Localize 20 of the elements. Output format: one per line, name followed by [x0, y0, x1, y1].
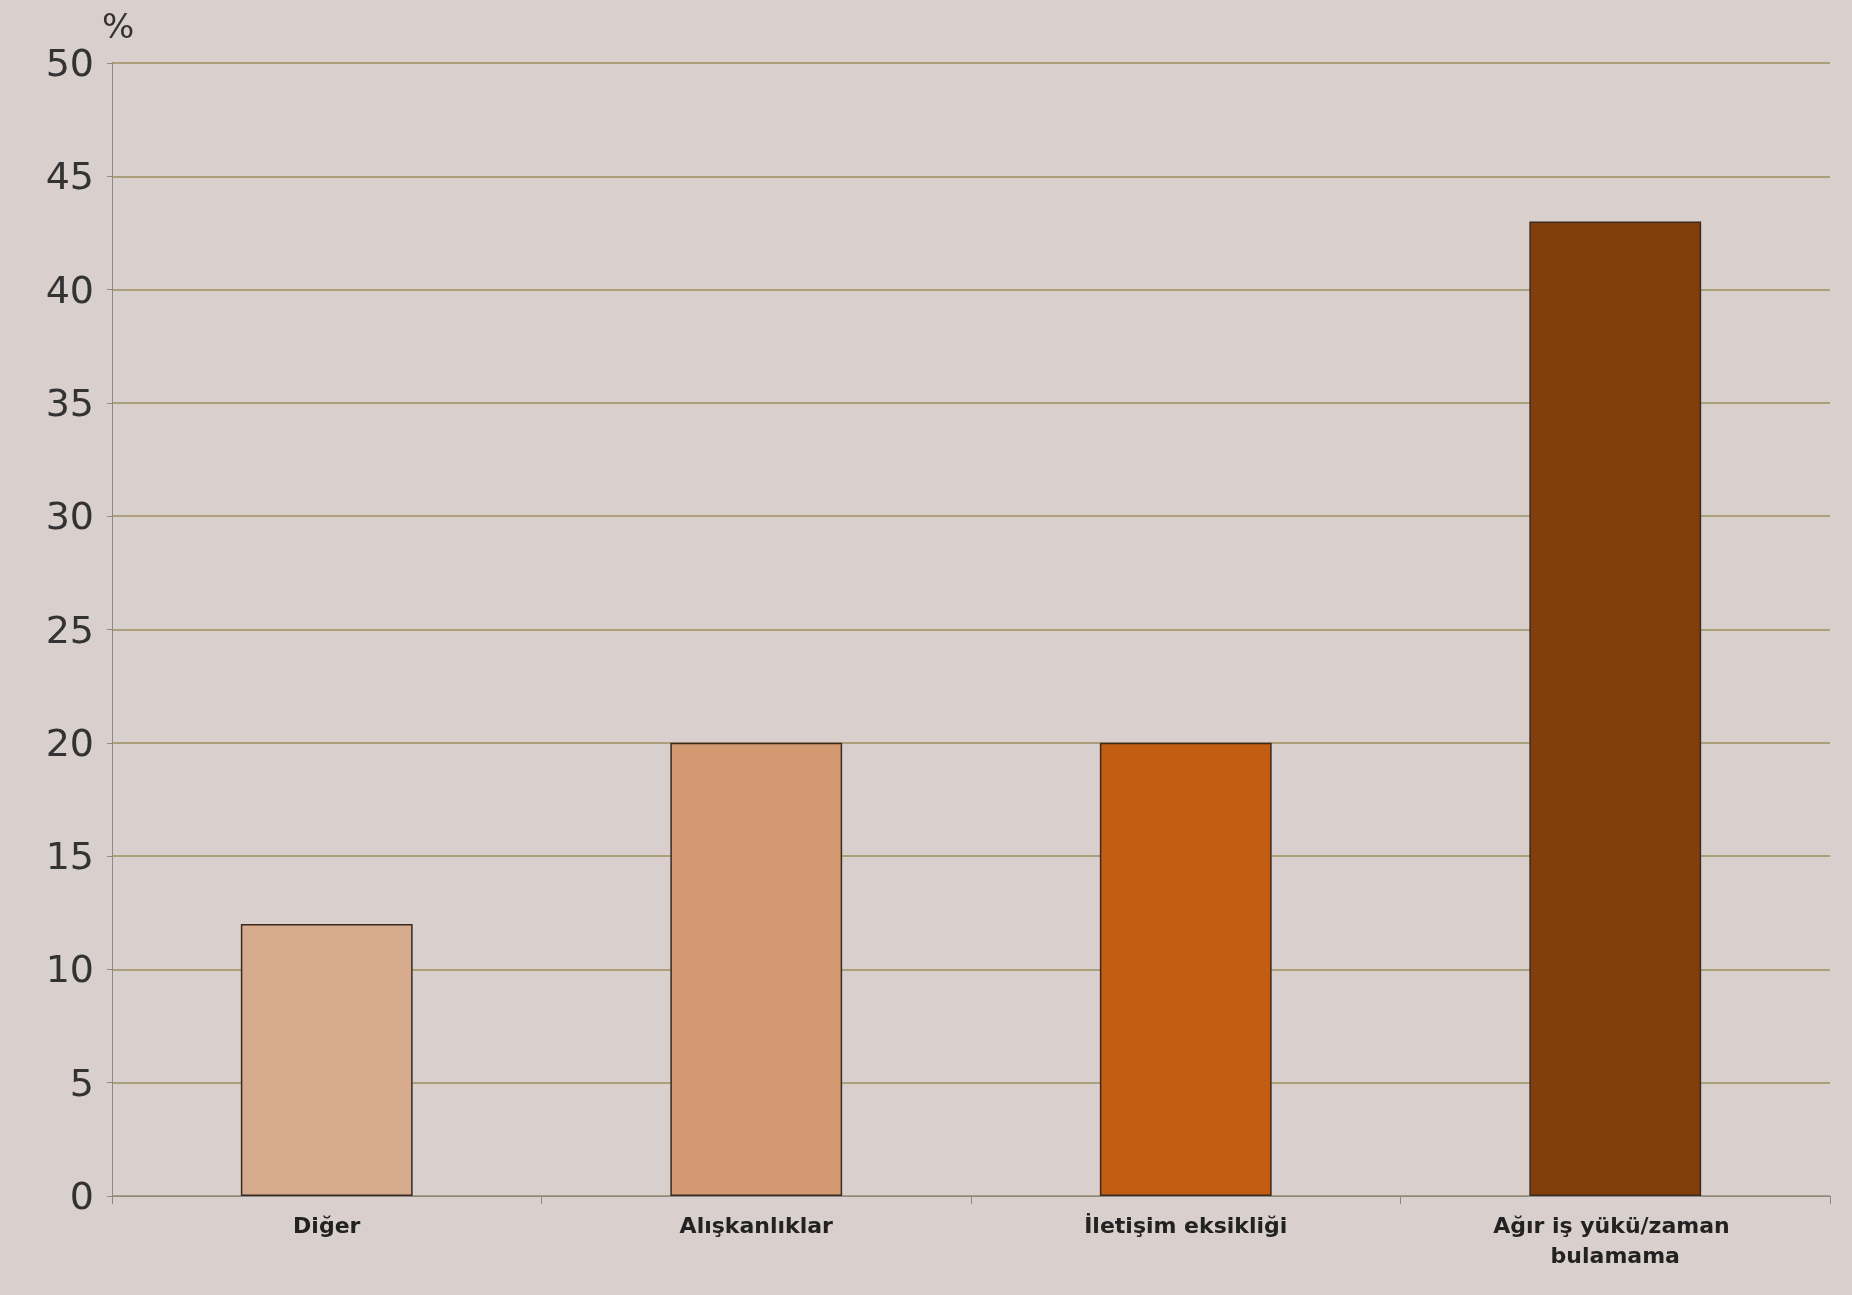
y-tick-label: 25: [45, 607, 94, 652]
y-axis-title: %: [102, 6, 135, 46]
x-tick-label: Ağır iş yükü/zaman bulamama: [1493, 1212, 1738, 1268]
y-tick-label: 35: [45, 380, 94, 425]
y-tick-label: 5: [69, 1060, 94, 1105]
y-tick-label: 15: [45, 834, 94, 879]
x-tick-label: Diğer: [293, 1212, 361, 1238]
bar: [1099, 742, 1272, 1196]
y-tick-label: 50: [45, 41, 94, 85]
y-tick-label: 30: [45, 494, 94, 539]
bar: [240, 924, 413, 1196]
y-tick-label: 0: [69, 1174, 94, 1218]
bar: [1529, 221, 1702, 1196]
y-tick-label: 45: [45, 154, 94, 199]
x-tick-label: İletişim eksikliği: [1084, 1212, 1288, 1238]
y-tick-label: 40: [45, 267, 94, 312]
y-tick-label: 20: [45, 720, 94, 765]
bar: [670, 742, 843, 1196]
x-tick-label: Alışkanlıklar: [679, 1212, 834, 1238]
y-tick-label: 10: [45, 947, 94, 992]
